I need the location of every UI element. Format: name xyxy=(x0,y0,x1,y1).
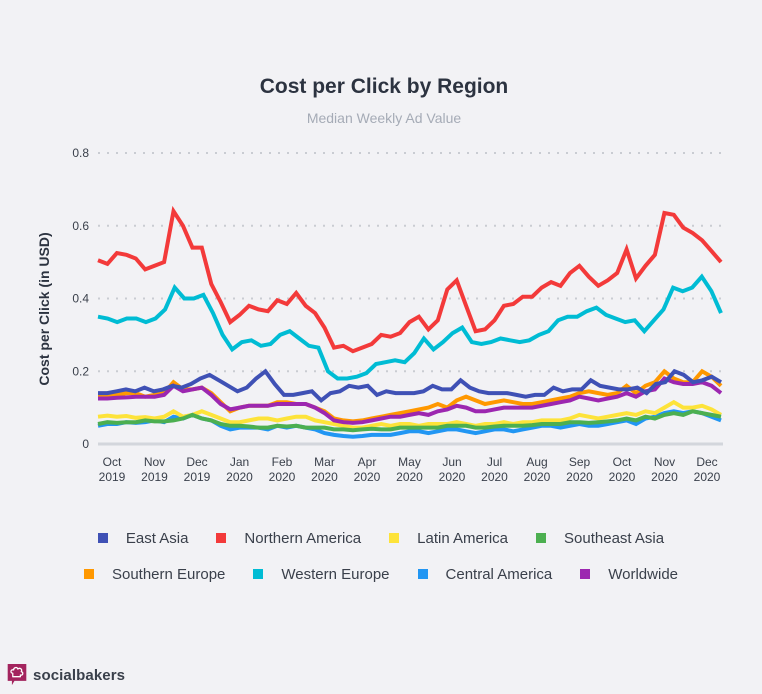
legend-item-northern-america[interactable]: Northern America xyxy=(216,530,361,547)
legend: East Asia Northern America Latin America So… xyxy=(0,520,762,592)
y-tick-label: 0.6 xyxy=(72,219,89,233)
legend-label: Northern America xyxy=(244,529,362,547)
x-tick-label: Jul xyxy=(487,455,502,469)
x-tick-label: 2020 xyxy=(226,470,253,484)
x-tick-label: Oct xyxy=(103,455,122,469)
legend-label: Central America xyxy=(445,565,553,583)
legend-swatch xyxy=(253,569,264,579)
x-tick-label: Oct xyxy=(613,455,632,469)
x-tick-label: 2020 xyxy=(311,470,338,484)
y-axis-label: Cost per Click (in USD) xyxy=(36,232,52,385)
series-line-worldwide xyxy=(98,376,723,425)
brand-logo: socialbakers xyxy=(6,664,125,686)
y-tick-label: 0.2 xyxy=(72,364,89,378)
x-tick-label: Aug xyxy=(526,455,547,469)
chart-title: Cost per Click by Region xyxy=(259,75,509,98)
x-tick-label: Jun xyxy=(442,455,461,469)
x-tick-label: Feb xyxy=(272,455,293,469)
x-tick-label: 2020 xyxy=(269,470,296,484)
legend-item-southern-europe[interactable]: Southern Europe xyxy=(83,565,226,583)
x-tick-label: Nov xyxy=(144,455,165,469)
legend-item-worldwide[interactable]: Worldwide xyxy=(580,566,678,583)
legend-item-western-europe[interactable]: Western Europe xyxy=(253,565,390,583)
series-line-east-asia xyxy=(98,368,723,404)
legend-row: Southern Europe Western Europe Central Ame… xyxy=(0,556,762,592)
legend-swatch xyxy=(536,533,547,543)
legend-swatch xyxy=(389,533,400,543)
x-tick-label: 2020 xyxy=(694,470,721,484)
x-axis-ticks: Oct2019Nov2019Dec2019Jan2020Feb2020Mar20… xyxy=(99,455,721,484)
chef-hat-chat-icon xyxy=(7,664,27,686)
legend-label: Western Europe xyxy=(281,565,390,583)
legend-label: Worldwide xyxy=(608,565,678,583)
legend-swatch xyxy=(83,569,94,579)
series-line-western-europe xyxy=(97,273,723,381)
x-tick-label: 2020 xyxy=(481,470,508,484)
x-tick-label: Mar xyxy=(314,455,335,469)
legend-item-southeast-asia[interactable]: Southeast Asia xyxy=(536,530,664,547)
series-line-southeast-asia xyxy=(97,409,722,433)
line-chart: 00.20.40.60.8 Oct2019Nov2019Dec2019Jan20… xyxy=(36,146,723,484)
x-tick-label: May xyxy=(398,455,421,469)
x-tick-label: Apr xyxy=(358,455,377,469)
x-tick-label: 2020 xyxy=(651,470,678,484)
y-tick-label: 0.8 xyxy=(72,146,89,160)
y-tick-label: 0.4 xyxy=(72,292,89,306)
x-tick-label: 2020 xyxy=(566,470,593,484)
legend-label: Latin America xyxy=(417,529,509,547)
x-tick-label: 2019 xyxy=(141,470,168,484)
legend-item-latin-america[interactable]: Latin America xyxy=(389,530,508,547)
x-tick-label: Dec xyxy=(696,455,717,469)
x-tick-label: 2019 xyxy=(184,470,211,484)
x-tick-label: Nov xyxy=(654,455,675,469)
legend-swatch xyxy=(417,569,428,579)
series-line-northern-america xyxy=(97,205,723,354)
x-tick-label: 2020 xyxy=(609,470,636,484)
chart-subtitle: Median Weekly Ad Value xyxy=(306,110,462,126)
legend-swatch xyxy=(216,533,227,543)
x-tick-label: Jan xyxy=(230,455,249,469)
brand-name: socialbakers xyxy=(33,666,126,684)
y-axis-ticks: 0 0.2 0.4 0.6 0.8 xyxy=(72,146,89,451)
y-tick-label: 0 xyxy=(82,437,89,451)
legend-label: East Asia xyxy=(125,529,189,547)
legend-swatch xyxy=(580,569,591,579)
legend-item-central-america[interactable]: Central America xyxy=(417,565,553,583)
x-tick-label: 2020 xyxy=(396,470,423,484)
x-tick-label: 2020 xyxy=(354,470,381,484)
x-tick-label: 2019 xyxy=(99,470,126,484)
legend-row: East Asia Northern America Latin America So… xyxy=(0,520,762,556)
series-lines xyxy=(97,205,723,439)
legend-label: Southeast Asia xyxy=(564,529,665,547)
legend-item-east-asia[interactable]: East Asia xyxy=(97,529,189,547)
x-tick-label: Sep xyxy=(569,455,591,469)
grid-lines xyxy=(98,152,723,446)
x-tick-label: Dec xyxy=(186,455,207,469)
x-tick-label: 2020 xyxy=(439,470,466,484)
legend-label: Southern Europe xyxy=(111,565,226,583)
x-tick-label: 2020 xyxy=(524,470,551,484)
legend-swatch xyxy=(97,533,108,543)
series-line-latin-america xyxy=(97,399,723,430)
